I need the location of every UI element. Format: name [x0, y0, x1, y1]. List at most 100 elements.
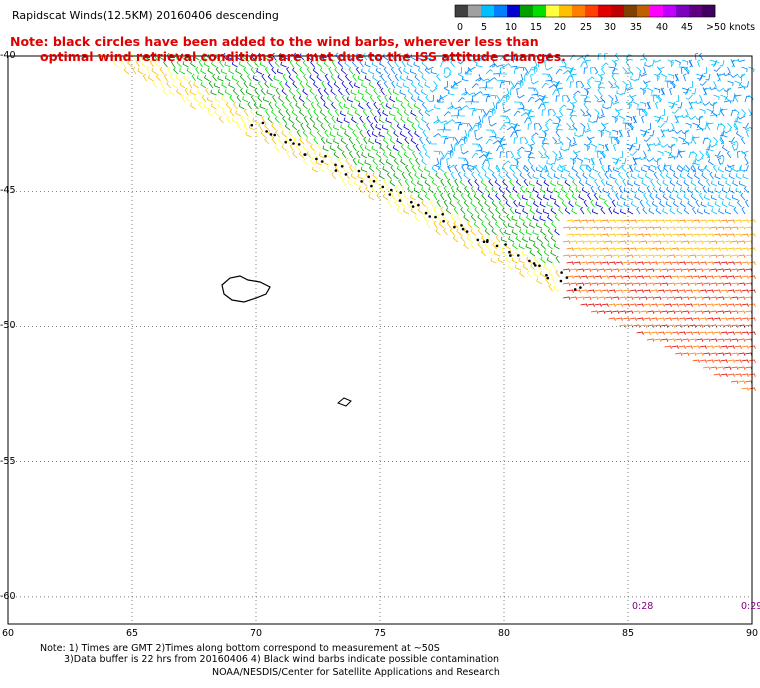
- wind-barb: [183, 74, 189, 82]
- wind-barb: [705, 150, 711, 159]
- wind-barb: [281, 102, 287, 110]
- wind-barb: [468, 122, 473, 131]
- colorbar-segment: [676, 5, 690, 17]
- wind-barb: [394, 73, 399, 82]
- wind-barb: [674, 338, 683, 342]
- wind-barb: [515, 222, 522, 229]
- wind-barb: [597, 171, 602, 180]
- wind-barb: [533, 66, 538, 75]
- wind-barb: [399, 89, 406, 96]
- wind-barb: [281, 88, 287, 96]
- wind-barb: [543, 249, 550, 257]
- wind-barb: [602, 104, 609, 110]
- wind-barb: [334, 94, 340, 103]
- wind-barb: [485, 129, 493, 134]
- contamination-circle: [411, 205, 415, 208]
- wind-barb: [302, 144, 308, 152]
- wind-barb: [477, 122, 482, 131]
- wind-barb: [489, 108, 496, 114]
- wind-barb: [322, 159, 329, 166]
- wind-barb: [727, 164, 735, 168]
- wind-barb: [207, 67, 214, 75]
- wind-barb: [543, 194, 550, 201]
- wind-barb: [586, 80, 592, 89]
- wind-barb: [372, 172, 378, 180]
- wind-barb: [685, 317, 693, 321]
- wind-barb: [461, 122, 468, 127]
- time-label-1: 0:28: [632, 601, 654, 612]
- wind-barb: [499, 227, 504, 236]
- wind-barb: [558, 150, 562, 159]
- wind-barb: [646, 254, 655, 258]
- wind-barb: [418, 150, 424, 159]
- wind-barb: [398, 66, 403, 75]
- wind-barb: [578, 179, 585, 187]
- wind-barb: [336, 131, 343, 138]
- wind-barb: [435, 228, 441, 236]
- wind-barb: [702, 185, 707, 194]
- heard-island-outline: [337, 397, 352, 407]
- wind-barb: [491, 171, 497, 180]
- wind-barb: [664, 247, 672, 251]
- wind-barb: [622, 261, 630, 265]
- wind-barb: [572, 179, 578, 187]
- wind-barb: [555, 59, 563, 64]
- wind-barb: [734, 317, 742, 321]
- contamination-note: Note: black circles have been added to t…: [10, 34, 566, 64]
- wind-barb: [695, 254, 704, 258]
- wind-barb: [295, 102, 301, 110]
- wind-barb: [727, 122, 733, 131]
- wind-barb: [569, 268, 578, 272]
- wind-barb: [345, 157, 350, 166]
- wind-barb: [275, 129, 280, 138]
- wind-barb: [475, 149, 483, 154]
- wind-barb: [489, 77, 497, 82]
- wind-barb: [463, 214, 469, 222]
- contamination-circle: [565, 276, 569, 279]
- wind-barb: [498, 214, 504, 222]
- wind-barb: [394, 199, 399, 208]
- wind-barb: [611, 240, 620, 244]
- wind-barb: [166, 81, 172, 89]
- wind-barb: [718, 166, 725, 173]
- wind-barb: [461, 164, 466, 173]
- contamination-circle: [399, 191, 403, 194]
- wind-barb: [615, 289, 623, 293]
- wind-barb: [546, 201, 553, 208]
- wind-barb: [702, 296, 711, 300]
- wind-barb: [341, 150, 347, 159]
- wind-barb: [659, 171, 665, 180]
- wind-barb: [720, 233, 728, 237]
- contamination-circle: [367, 175, 371, 179]
- wind-barb: [636, 247, 644, 251]
- wind-barb: [675, 73, 679, 82]
- wind-barb: [382, 110, 389, 117]
- wind-barb: [685, 122, 692, 128]
- wind-barb: [674, 324, 683, 328]
- wind-barb: [517, 146, 525, 152]
- wind-barb: [271, 123, 277, 131]
- wind-barb: [699, 345, 707, 349]
- wind-barb: [417, 180, 424, 187]
- wind-barb: [438, 221, 445, 229]
- wind-barb: [518, 257, 525, 264]
- wind-barb: [734, 275, 742, 279]
- wind-barb: [246, 116, 252, 124]
- wind-barb: [681, 310, 690, 314]
- wind-barb: [524, 66, 529, 75]
- wind-barb: [503, 108, 511, 113]
- colorbar-segment: [546, 5, 560, 17]
- wind-barb: [707, 187, 714, 194]
- wind-barb: [622, 178, 627, 187]
- wind-barb: [277, 137, 284, 145]
- wind-barb: [669, 179, 676, 187]
- wind-barb: [367, 152, 375, 159]
- wind-barb: [449, 227, 455, 236]
- wind-barb: [477, 186, 483, 194]
- wind-barb: [312, 81, 319, 89]
- wind-barb: [375, 67, 382, 75]
- wind-barb: [373, 87, 378, 96]
- wind-barb: [422, 213, 427, 222]
- wind-barb: [748, 219, 756, 223]
- wind-barb: [745, 129, 750, 138]
